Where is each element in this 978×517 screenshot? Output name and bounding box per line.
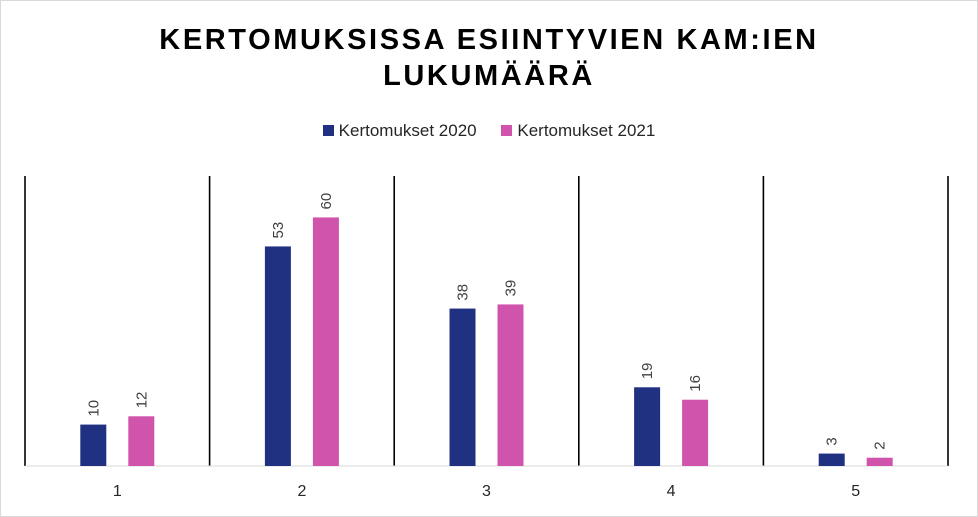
x-tick-label-2: 2 (297, 483, 306, 500)
bar-2020-cat-5 (819, 454, 845, 466)
data-label-2021-cat-3: 39 (503, 280, 520, 297)
bar-2020-cat-1 (80, 425, 106, 466)
data-label-2020-cat-4: 19 (639, 363, 656, 380)
x-tick-label-4: 4 (667, 483, 676, 500)
bar-2020-cat-4 (634, 387, 660, 466)
bar-2020-cat-3 (450, 309, 476, 466)
data-label-2021-cat-5: 2 (872, 441, 889, 449)
data-label-2020-cat-2: 53 (270, 222, 287, 239)
bar-2021-cat-5 (867, 458, 893, 466)
x-tick-label-5: 5 (851, 483, 860, 500)
data-label-2020-cat-1: 10 (85, 400, 102, 417)
x-tick-label-1: 1 (113, 483, 122, 500)
data-label-2021-cat-1: 12 (133, 392, 150, 409)
bar-2021-cat-1 (128, 416, 154, 466)
bar-2020-cat-2 (265, 246, 291, 466)
data-label-2020-cat-5: 3 (824, 437, 841, 445)
bar-2021-cat-2 (313, 217, 339, 466)
data-label-2021-cat-2: 60 (318, 193, 335, 210)
data-label-2020-cat-3: 38 (455, 284, 472, 301)
bar-2021-cat-4 (682, 400, 708, 466)
x-tick-label-3: 3 (482, 483, 491, 500)
bar-2021-cat-3 (498, 304, 524, 466)
data-label-2021-cat-4: 16 (687, 375, 704, 392)
